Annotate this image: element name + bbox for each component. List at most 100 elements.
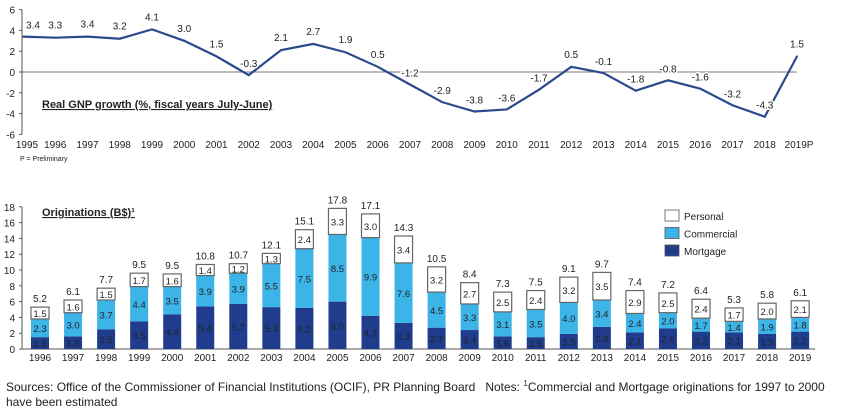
segment-label-mortgage: 2.5 (99, 335, 112, 346)
x-tick-label: 2011 (528, 140, 550, 151)
segment-label-commercial: 3.5 (529, 319, 542, 330)
total-label: 15.1 (295, 217, 315, 228)
x-tick-label: 2002 (227, 353, 250, 364)
segment-label-mortgage: 5.3 (265, 324, 278, 335)
segment-label-mortgage: 1.9 (760, 337, 773, 348)
x-tick-label: 2003 (270, 140, 293, 151)
bar-segment-personal (559, 276, 579, 303)
segment-label-commercial: 9.9 (364, 273, 377, 284)
bar-segment-personal (393, 235, 414, 264)
charts-canvas: 6 4 2 0 -2 -4 -6 3.4 1995 3.3 1996 3.4 1997 3.2 1998 4.… (4, 6, 815, 364)
segment-label-commercial: 2.3 (33, 324, 46, 335)
x-tick-label: 2013 (591, 353, 614, 364)
bar-segment-commercial (394, 262, 413, 323)
x-tick-label: 2004 (302, 140, 325, 151)
bar-segment-personal (360, 213, 381, 239)
segment-label-personal: 2.1 (794, 305, 807, 316)
segment-label-commercial: 7.6 (397, 289, 410, 300)
data-point (731, 104, 734, 107)
segment-label-commercial: 3.4 (595, 309, 608, 320)
bar-segment-personal (691, 298, 711, 319)
bar-segment-commercial (295, 248, 314, 308)
sources-footnote: Sources: Office of the Commissioner of F… (6, 376, 836, 410)
bar-segment-commercial (692, 318, 710, 332)
segment-label-personal: 2.4 (529, 296, 542, 307)
total-label: 10.5 (427, 254, 447, 265)
segment-label-personal: 2.5 (661, 299, 674, 310)
y-tick-label: 6 (9, 298, 15, 309)
segment-label-personal: 2.4 (298, 235, 311, 246)
y-tick-label: 0 (9, 345, 15, 356)
x-tick-label: 2010 (492, 353, 515, 364)
data-label: -1.7 (530, 74, 548, 85)
segment-label-mortgage: 1.6 (66, 339, 79, 350)
segment-label-personal: 3.0 (364, 222, 377, 233)
bar-segment-commercial (361, 237, 380, 316)
y-tick-label: 2 (9, 47, 15, 58)
x-tick-label: 2015 (657, 353, 680, 364)
segment-label-mortgage: 2.8 (595, 334, 608, 345)
data-point (441, 101, 444, 104)
bar-segment-mortgage (625, 332, 644, 349)
total-label: 7.3 (496, 279, 510, 290)
bar-segment-personal (526, 289, 546, 311)
bar-segment-personal (493, 291, 513, 313)
x-tick-label: 2000 (161, 353, 184, 364)
x-tick-label: 2013 (592, 140, 615, 151)
bar-segment-commercial (592, 300, 611, 327)
bar-segment-commercial (791, 317, 810, 332)
chart-title: Real GNP growth (%, fiscal years July-Ju… (42, 99, 273, 111)
bar-segment-commercial (31, 318, 49, 338)
segment-label-mortgage: 1.5 (33, 339, 46, 350)
data-label: 3.3 (48, 21, 62, 32)
bar-segment-mortgage (31, 337, 49, 349)
segment-label-mortgage: 5.4 (199, 324, 212, 335)
segment-label-mortgage: 4.2 (364, 328, 377, 339)
segment-label-commercial: 3.7 (99, 311, 112, 322)
segment-label-commercial: 3.3 (463, 313, 476, 324)
total-label: 7.2 (661, 280, 675, 291)
bar-segment-personal (294, 229, 314, 250)
segment-label-commercial: 4.4 (133, 300, 146, 311)
x-tick-label: 2017 (721, 140, 744, 151)
total-label: 17.1 (361, 201, 381, 212)
y-tick-label: 16 (4, 219, 16, 230)
total-label: 12.1 (262, 240, 282, 251)
x-tick-label: 2019P (785, 140, 814, 151)
x-tick-label: 1998 (95, 353, 118, 364)
segment-label-mortgage: 1.6 (496, 339, 509, 350)
y-tick-label: 10 (4, 266, 16, 277)
data-point (376, 65, 379, 68)
data-point (312, 42, 315, 45)
segment-label-commercial: 3.9 (232, 285, 245, 296)
segment-label-personal: 1.7 (727, 311, 740, 322)
data-point (763, 115, 766, 118)
x-tick-label: 2001 (205, 140, 228, 151)
segment-label-mortgage: 5.2 (298, 324, 311, 335)
data-point (183, 39, 186, 42)
data-label: -1.8 (627, 75, 645, 86)
y-tick-label: 12 (4, 250, 16, 261)
x-tick-label: 2006 (359, 353, 382, 364)
segment-label-personal: 1.6 (66, 302, 79, 313)
segment-label-mortgage: 5.7 (232, 322, 245, 333)
segment-label-personal: 3.3 (331, 217, 344, 228)
segment-label-personal: 3.2 (562, 286, 575, 297)
data-point (118, 37, 121, 40)
data-point (86, 35, 89, 38)
bar-segment-personal (592, 271, 612, 301)
x-tick-label: 2016 (690, 353, 713, 364)
segment-label-commercial: 2.0 (661, 317, 674, 328)
x-tick-label: 2017 (723, 353, 746, 364)
x-tick-label: 2005 (334, 140, 357, 151)
bar-segment-mortgage (791, 331, 810, 349)
data-point (344, 51, 347, 54)
bar-segment-commercial (559, 302, 578, 334)
segment-label-mortgage: 1.5 (529, 339, 542, 350)
data-point (538, 88, 540, 91)
x-tick-label: 2009 (459, 353, 482, 364)
segment-label-mortgage: 2.7 (430, 334, 443, 345)
data-label: 1.5 (790, 39, 804, 50)
x-tick-label: 2010 (496, 140, 519, 151)
x-tick-label: 2003 (260, 353, 283, 364)
